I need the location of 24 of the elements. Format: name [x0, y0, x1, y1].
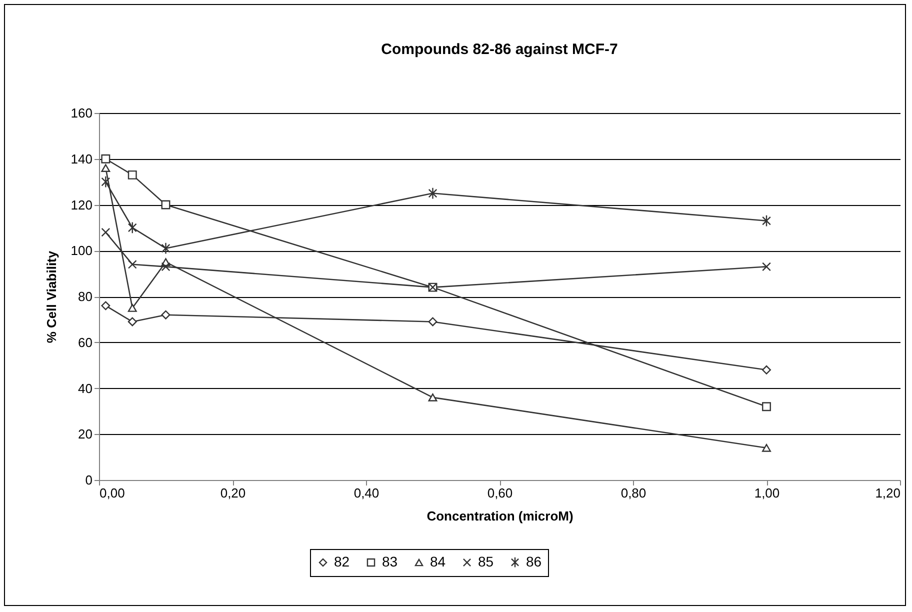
y-tick-label: 120 — [70, 197, 92, 212]
y-tick-label: 80 — [78, 289, 92, 304]
x-tick-label: 0,60 — [487, 486, 513, 500]
x-tick-label: 0,00 — [100, 486, 125, 500]
x-tick-label: 0,80 — [620, 486, 646, 500]
y-tick-label: 140 — [70, 151, 92, 166]
chart-title: Compounds 82-86 against MCF-7 — [381, 41, 618, 58]
y-tick-label: 160 — [70, 106, 92, 120]
y-tick-label: 60 — [78, 334, 92, 350]
x-tick-label: 0,40 — [354, 486, 380, 500]
x-axis-title: Concentration (microM) — [426, 508, 574, 524]
legend-label: 85 — [478, 554, 494, 570]
x-tick-label: 1,00 — [754, 486, 780, 500]
x-tick-label: 0,20 — [220, 486, 246, 500]
legend-label: 82 — [334, 554, 350, 570]
y-tick-label: 0 — [85, 472, 92, 488]
y-axis-title: % Cell Viability — [44, 250, 59, 344]
x-tick-label: 1,20 — [875, 486, 900, 500]
legend-label: 83 — [382, 554, 398, 570]
y-tick-label: 40 — [78, 380, 92, 396]
legend-label: 84 — [430, 554, 446, 570]
y-tick-label: 20 — [78, 426, 92, 442]
legend-label: 86 — [526, 553, 542, 570]
y-tick-label: 100 — [70, 243, 92, 258]
